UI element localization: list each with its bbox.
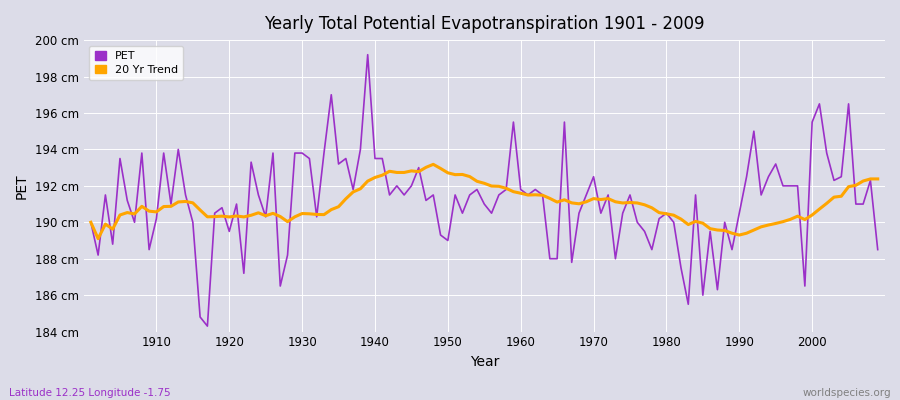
- 20 Yr Trend: [523, 193, 534, 198]
- PET: [144, 247, 155, 252]
- PET: [355, 147, 365, 152]
- X-axis label: Year: Year: [470, 355, 499, 369]
- PET: [363, 52, 374, 57]
- Y-axis label: PET: PET: [15, 173, 29, 199]
- 20 Yr Trend: [428, 162, 438, 167]
- 20 Yr Trend: [151, 210, 162, 214]
- Text: worldspecies.org: worldspecies.org: [803, 388, 891, 398]
- PET: [202, 324, 212, 328]
- PET: [86, 220, 96, 225]
- PET: [872, 247, 883, 252]
- 20 Yr Trend: [86, 220, 96, 225]
- 20 Yr Trend: [530, 192, 541, 197]
- PET: [617, 211, 628, 216]
- 20 Yr Trend: [311, 212, 322, 217]
- 20 Yr Trend: [355, 186, 365, 191]
- 20 Yr Trend: [872, 176, 883, 181]
- Line: PET: PET: [91, 55, 878, 326]
- PET: [311, 214, 322, 219]
- Text: Latitude 12.25 Longitude -1.75: Latitude 12.25 Longitude -1.75: [9, 388, 171, 398]
- Legend: PET, 20 Yr Trend: PET, 20 Yr Trend: [89, 46, 184, 80]
- Line: 20 Yr Trend: 20 Yr Trend: [91, 164, 878, 239]
- PET: [530, 187, 541, 192]
- 20 Yr Trend: [617, 200, 628, 205]
- Title: Yearly Total Potential Evapotranspiration 1901 - 2009: Yearly Total Potential Evapotranspiratio…: [264, 15, 705, 33]
- PET: [523, 192, 534, 197]
- 20 Yr Trend: [93, 236, 104, 241]
